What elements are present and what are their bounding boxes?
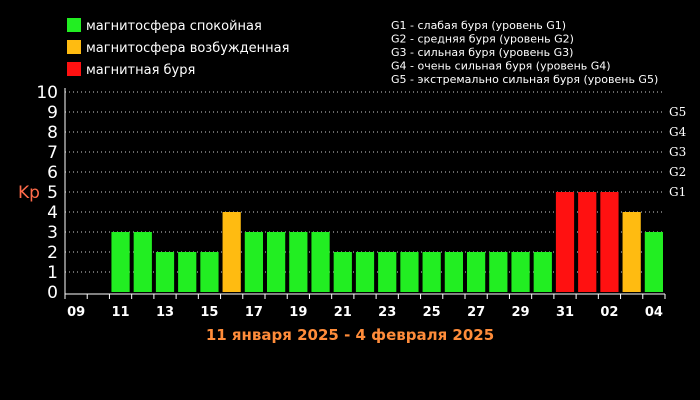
- x-tick-label: 25: [423, 305, 441, 320]
- y-tick-label: 8: [47, 123, 58, 143]
- legend: магнитосфера спокойная магнитосфера возбу…: [67, 18, 289, 78]
- bar-26: [444, 252, 463, 292]
- legend-swatch: [67, 40, 81, 54]
- x-tick-label: 27: [467, 305, 485, 320]
- bar-01: [578, 192, 597, 292]
- x-tick-label: 11: [112, 305, 130, 320]
- storm-levels-legend: G1 - слабая буря (уровень G1)G2 - средня…: [391, 19, 658, 86]
- storm-level-description: G5 - экстремально сильная буря (уровень …: [391, 73, 658, 86]
- g-level-tick-label: G5: [669, 105, 686, 119]
- bar-29: [511, 252, 530, 292]
- x-tick-label: 19: [289, 305, 307, 320]
- bar-30: [533, 252, 552, 292]
- x-tick-label: 23: [378, 305, 396, 320]
- y-tick-label: 2: [47, 243, 58, 263]
- date-range-subtitle: 11 января 2025 - 4 февраля 2025: [206, 326, 494, 344]
- bar-03: [622, 212, 641, 292]
- gridlines: [65, 91, 665, 273]
- bar-25: [422, 252, 441, 292]
- bar-17: [244, 232, 263, 292]
- g-level-tick-label: G3: [669, 145, 686, 159]
- y-axis-label: Kp: [18, 183, 40, 203]
- g-level-tick-label: G1: [669, 185, 686, 199]
- legend-label: магнитосфера возбужденная: [86, 41, 289, 56]
- bar-13: [155, 252, 175, 292]
- bar-23: [378, 252, 397, 292]
- legend-swatch: [67, 18, 81, 32]
- storm-level-description: G2 - средняя буря (уровень G2): [391, 33, 574, 46]
- y-tick-label: 4: [47, 203, 58, 223]
- bar-28: [489, 252, 508, 292]
- y-tick-label: 10: [36, 83, 58, 103]
- x-tick-label: 15: [200, 305, 218, 320]
- bar-20: [311, 232, 330, 292]
- bar-27: [467, 252, 486, 292]
- x-tick-label: 31: [556, 305, 574, 320]
- x-tick-labels: 09 11 13 15 17 19 21 23 25 27 29 31 02 04: [67, 305, 663, 320]
- bar-12: [133, 232, 152, 292]
- bars: [111, 192, 663, 292]
- y-tick-label: 9: [47, 103, 58, 123]
- bar-19: [289, 232, 308, 292]
- bar-02: [600, 192, 619, 292]
- x-tick-label: 21: [334, 305, 352, 320]
- x-tick-label: 29: [512, 305, 530, 320]
- bar-21: [333, 252, 352, 292]
- bar-11: [111, 232, 130, 292]
- g-level-tick-label: G4: [669, 125, 687, 139]
- bar-31: [555, 192, 575, 292]
- y-tick-label: 1: [47, 263, 58, 283]
- bar-04: [644, 232, 663, 292]
- storm-level-description: G3 - сильная буря (уровень G3): [391, 46, 573, 59]
- x-tick-label: 17: [245, 305, 263, 320]
- legend-swatch: [67, 62, 81, 76]
- bar-16: [222, 212, 241, 292]
- legend-label: магнитная буря: [86, 63, 195, 78]
- bar-15: [200, 252, 219, 292]
- x-tick-label: 04: [645, 305, 663, 320]
- storm-level-description: G4 - очень сильная буря (уровень G4): [391, 60, 611, 73]
- x-tick-label: 02: [600, 305, 618, 320]
- g-level-tick-label: G2: [669, 165, 686, 179]
- x-tick-label: 13: [156, 305, 174, 320]
- y-tick-label: 0: [47, 283, 58, 303]
- g-level-tick-labels: G1 G2 G3 G4 G5: [669, 105, 687, 199]
- y-tick-label: 3: [47, 223, 58, 243]
- bar-18: [267, 232, 286, 292]
- bar-22: [355, 252, 375, 292]
- bar-24: [400, 252, 419, 292]
- y-tick-label: 7: [47, 143, 58, 163]
- axes: [64, 88, 666, 299]
- y-tick-label: 5: [47, 183, 58, 203]
- y-tick-label: 6: [47, 163, 58, 183]
- legend-label: магнитосфера спокойная: [86, 19, 262, 34]
- storm-level-description: G1 - слабая буря (уровень G1): [391, 19, 566, 32]
- x-tick-label: 09: [67, 305, 85, 320]
- bar-14: [178, 252, 197, 292]
